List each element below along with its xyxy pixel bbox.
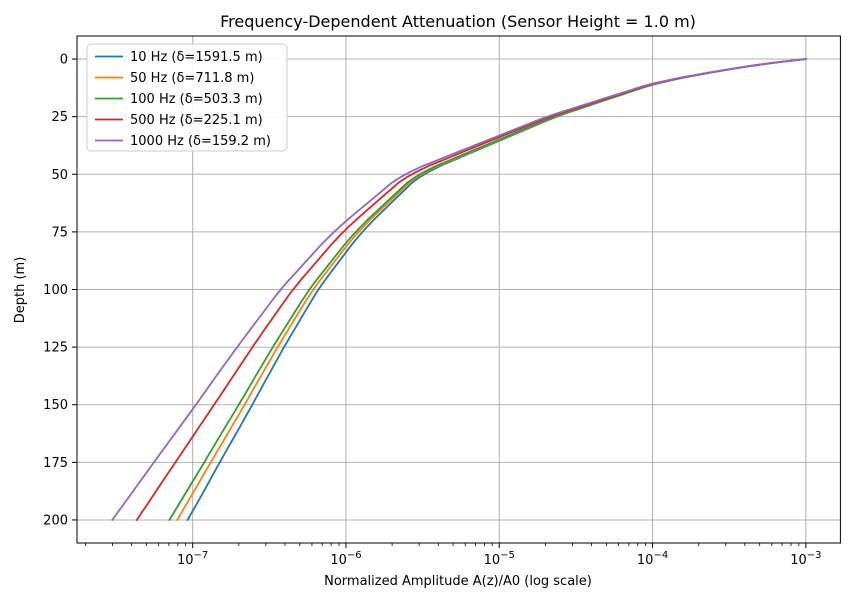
- y-tick-label: 50: [51, 168, 68, 183]
- legend-item: 100 Hz (δ=503.3 m): [95, 92, 263, 107]
- y-tick-label: 175: [43, 456, 68, 471]
- x-tick-label: 10−5: [484, 550, 515, 568]
- x-tick-label: 10−4: [637, 550, 668, 568]
- legend: 10 Hz (δ=1591.5 m) 50 Hz (δ=711.8 m) 100 H…: [86, 43, 288, 152]
- y-tick-label: 0: [60, 53, 68, 68]
- x-axis-label: Normalized Amplitude A(z)/A0 (log scale): [324, 574, 592, 589]
- series-layer: [111, 58, 807, 521]
- axes-layer: 10−7 10−6 10−5 10−4 10−3 0 25 50 75 100 125 150 175 2…: [43, 35, 841, 568]
- y-axis-label: Depth (m): [13, 257, 28, 324]
- y-tick-label: 200: [43, 513, 68, 528]
- x-tick-label: 10−6: [330, 550, 361, 568]
- y-tick-label: 100: [43, 283, 68, 298]
- legend-box: [86, 43, 288, 152]
- y-tick-label: 25: [51, 110, 68, 125]
- x-tick-label: 10−3: [790, 550, 821, 568]
- y-tick-label: 75: [51, 225, 68, 240]
- legend-label: 50 Hz (δ=711.8 m): [130, 71, 254, 86]
- legend-label: 1000 Hz (δ=159.2 m): [130, 134, 271, 149]
- legend-item: 10 Hz (δ=1591.5 m): [95, 50, 263, 65]
- y-tick-label: 125: [43, 341, 68, 356]
- series-line-1000hz: [111, 58, 807, 521]
- legend-label: 500 Hz (δ=225.1 m): [130, 113, 263, 128]
- y-tick-label: 150: [43, 398, 68, 413]
- chart-title: Frequency-Dependent Attenuation (Sensor …: [220, 12, 696, 31]
- x-tick-label: 10−7: [177, 550, 208, 568]
- legend-label: 10 Hz (δ=1591.5 m): [130, 50, 263, 65]
- legend-label: 100 Hz (δ=503.3 m): [130, 92, 263, 107]
- legend-item: 50 Hz (δ=711.8 m): [95, 71, 254, 86]
- legend-item: 500 Hz (δ=225.1 m): [95, 113, 263, 128]
- legend-item: 1000 Hz (δ=159.2 m): [95, 134, 271, 149]
